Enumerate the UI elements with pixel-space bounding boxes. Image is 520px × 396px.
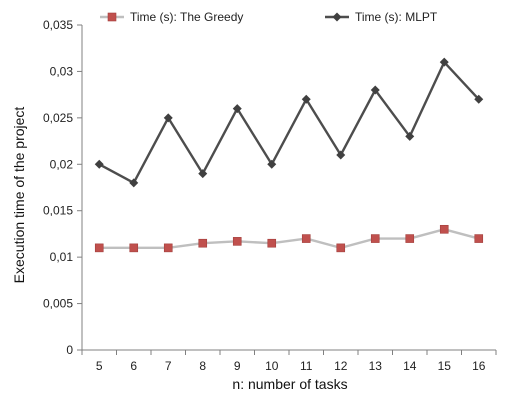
x-axis-title: n: number of tasks (232, 376, 347, 392)
data-point (198, 238, 208, 248)
data-point (163, 113, 173, 123)
x-tick-label: 13 (369, 359, 383, 373)
data-point (94, 159, 104, 169)
data-point (370, 85, 380, 95)
data-point (232, 237, 242, 246)
legend-label: Time (s): The Greedy (130, 10, 243, 24)
y-tick-label: 0,01 (50, 250, 74, 264)
x-tick-label: 7 (165, 359, 172, 373)
y-tick-label: 0,015 (43, 204, 73, 218)
y-tick-label: 0,035 (43, 18, 73, 32)
series-2 (94, 57, 484, 188)
legend-entry-1: Time (s): The Greedy (100, 10, 243, 24)
x-tick-label: 6 (130, 359, 137, 373)
x-tick-label: 8 (199, 359, 206, 373)
series-line (99, 228, 480, 250)
data-point (267, 238, 277, 248)
data-point (405, 131, 415, 141)
data-point (301, 234, 311, 243)
data-point (474, 94, 484, 104)
y-axis-title: Execution time of the project (11, 107, 27, 284)
data-point (267, 159, 277, 169)
y-tick-label: 0,005 (43, 297, 73, 311)
data-point (94, 243, 104, 253)
data-point (129, 178, 139, 188)
y-tick-label: 0 (66, 343, 73, 357)
x-tick-label: 9 (234, 359, 241, 373)
data-point (370, 234, 380, 243)
legend-marker (332, 12, 342, 22)
data-point (439, 57, 449, 67)
data-point (129, 243, 139, 253)
data-point (163, 243, 173, 253)
y-tick-label: 0,025 (43, 111, 73, 125)
x-tick-label: 10 (265, 359, 279, 373)
legend-entry-2: Time (s): MLPT (325, 10, 438, 24)
x-tick-label: 12 (334, 359, 348, 373)
legend-marker (107, 12, 117, 22)
legend: Time (s): The Greedy Time (s): MLPT (100, 10, 438, 24)
y-tick-label: 0,02 (50, 157, 74, 171)
x-tick-label: 14 (403, 359, 417, 373)
data-point (474, 234, 484, 243)
legend-label: Time (s): MLPT (355, 10, 438, 24)
x-tick-label: 5 (96, 359, 103, 373)
data-point (439, 224, 449, 234)
x-tick-label: 15 (438, 359, 452, 373)
data-point (301, 94, 311, 104)
data-point (405, 234, 415, 243)
data-point (336, 243, 346, 253)
y-tick-label: 0,03 (50, 64, 74, 78)
x-tick-label: 11 (300, 359, 313, 373)
data-point (336, 150, 346, 160)
axes: 0 0,005 0,01 0,015 0,02 0,025 0,03 0,035 5 6 7 8 9 10… (43, 18, 497, 373)
series-lines (94, 57, 484, 253)
x-tick-label: 16 (472, 359, 486, 373)
series-1 (94, 224, 484, 253)
data-point (198, 169, 208, 179)
series-line (98, 60, 480, 185)
data-point (232, 104, 242, 114)
